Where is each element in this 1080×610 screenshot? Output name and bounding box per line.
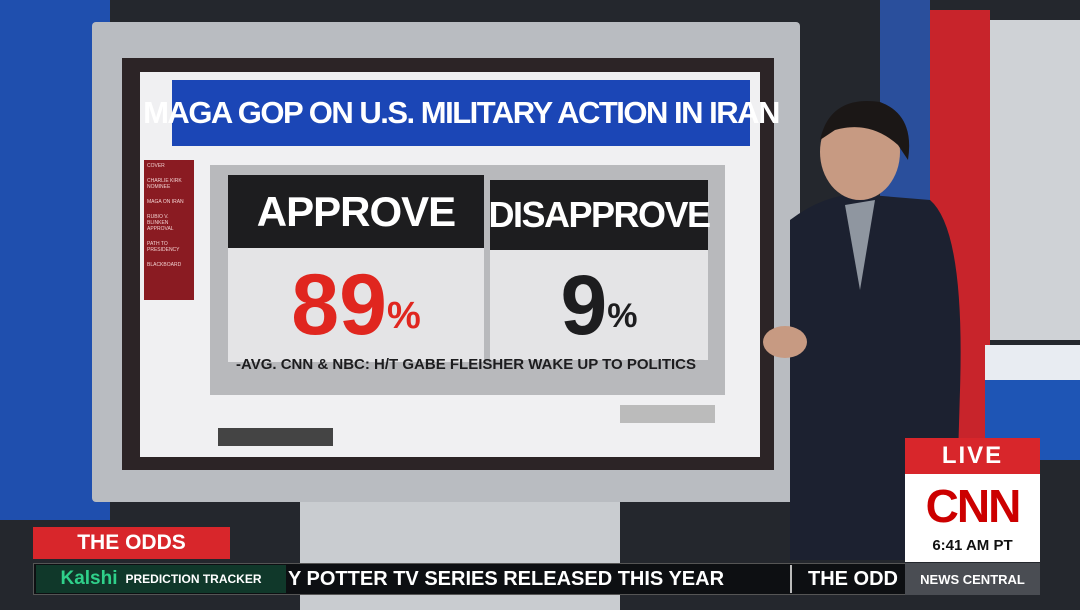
menu-item: COVER (147, 163, 165, 169)
menu-item: MAGA ON IRAN (147, 199, 184, 205)
ticker-text: Y POTTER TV SERIES RELEASED THIS YEAR (288, 568, 725, 590)
shirt (845, 200, 875, 290)
blue-wall (0, 0, 110, 520)
side-menu: COVER CHARLIE KIRK NOMINEE MAGA ON IRAN … (144, 160, 194, 300)
control-strip (620, 405, 715, 423)
menu-item: PATH TO PRESIDENCY (147, 241, 180, 253)
graphic-title: MAGA GOP ON U.S. MILITARY ACTION IN IRAN (143, 80, 780, 146)
show-name: NEWS CENTRAL (905, 563, 1040, 595)
menu-item: RUBIO V. BLINKEN APPROVAL (147, 214, 174, 232)
disapprove-unit: % (607, 296, 638, 335)
disapprove-box: 9 % (490, 250, 708, 360)
approve-label: APPROVE (228, 175, 484, 248)
source-note: -AVG. CNN & NBC: H/T GABE FLEISHER WAKE … (236, 356, 697, 373)
disapprove-value: 9 (560, 257, 608, 352)
menu-item: CHARLIE KIRK NOMINEE (147, 178, 182, 190)
disapprove-label: DISAPPROVE (488, 180, 711, 250)
ticker-next: THE ODD (808, 568, 898, 590)
hands (763, 326, 807, 358)
live-badge: LIVE (905, 438, 1040, 474)
approve-box: 89 % (228, 248, 484, 362)
ticker-divider (790, 565, 792, 593)
white-house-image (990, 20, 1080, 340)
approve-value: 89 (291, 256, 387, 353)
cnn-logo: CNN (925, 479, 1022, 532)
approve-unit: % (386, 294, 421, 337)
tracker-label: PREDICTION TRACKER (125, 572, 262, 586)
clock: 6:41 AM PT (932, 536, 1013, 554)
ticker-brand: Kalshi PREDICTION TRACKER (36, 565, 286, 593)
hair (820, 101, 910, 160)
kalshi-logo: Kalshi (60, 568, 118, 589)
logo-box (905, 474, 1040, 562)
control-strip (218, 428, 333, 446)
flag-stars (985, 345, 1080, 380)
menu-item: BLACKBOARD (147, 262, 182, 268)
segment-label: THE ODDS (33, 527, 230, 559)
